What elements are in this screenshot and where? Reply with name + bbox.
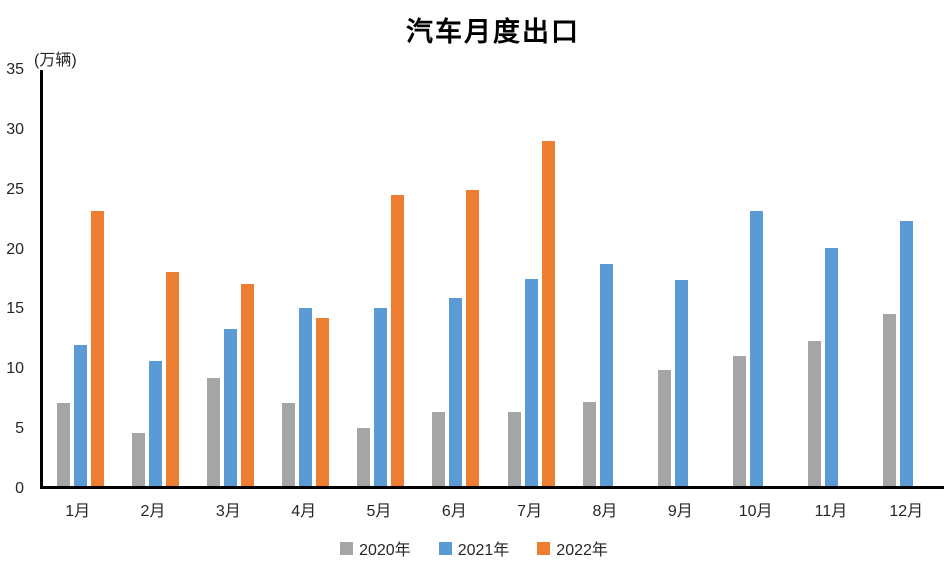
- legend-item-2021年: 2021年: [438, 536, 510, 560]
- bar-2020年-5月: [357, 427, 371, 486]
- bar-2021年-2月: [149, 361, 163, 486]
- x-axis-label-2月: 2月: [140, 503, 166, 520]
- bar-2020年-10月: [732, 356, 746, 486]
- bar-2021年-12月: [899, 220, 913, 486]
- bar-2020年-8月: [582, 401, 596, 486]
- legend-label: 2021年: [457, 542, 510, 559]
- bar-group-11月: [794, 70, 869, 486]
- bar-group-1月: [43, 70, 118, 486]
- legend-swatch-icon: [340, 541, 354, 555]
- bar-2022年-3月: [241, 283, 255, 486]
- bar-2022年-5月: [391, 194, 405, 486]
- y-axis-unit-label: (万辆): [34, 52, 77, 69]
- bar-2020年-6月: [432, 412, 446, 486]
- x-axis-label-11月: 11月: [814, 503, 848, 520]
- bar-group-3月: [193, 70, 268, 486]
- bar-group-4月: [268, 70, 343, 486]
- bar-2020年-1月: [57, 402, 71, 486]
- legend-item-2020年: 2020年: [340, 536, 411, 560]
- bar-group-5月: [343, 70, 418, 486]
- bar-group-9月: [644, 70, 719, 486]
- x-axis-label-5月: 5月: [366, 503, 392, 520]
- legend-swatch-icon: [537, 541, 551, 555]
- y-axis-tick-label: 30: [6, 120, 24, 138]
- bar-2021年-7月: [524, 279, 538, 486]
- x-axis-label-9月: 9月: [667, 503, 693, 520]
- y-axis-tick-label: 35: [6, 61, 24, 78]
- legend-label: 2020年: [359, 542, 411, 559]
- bar-group-10月: [719, 70, 794, 486]
- bar-2022年-1月: [91, 211, 105, 486]
- legend-label: 2022年: [556, 542, 608, 559]
- x-axis-label-8月: 8月: [592, 503, 618, 520]
- x-axis-label-3月: 3月: [215, 503, 241, 520]
- legend: 2020年 2021年 2022年: [0, 536, 948, 560]
- x-axis-label-10月: 10月: [738, 503, 773, 520]
- bar-2022年-2月: [166, 272, 180, 486]
- bar-2021年-3月: [224, 329, 238, 486]
- x-axis-label-1月: 1月: [65, 503, 91, 520]
- bar-group-2月: [118, 70, 193, 486]
- y-axis: 0 5 10 15 20 25 30 35: [0, 61, 32, 497]
- bar-2021年-5月: [374, 307, 388, 486]
- legend-swatch-icon: [438, 541, 452, 555]
- y-axis-tick-label: 0: [15, 480, 24, 497]
- bar-2020年-12月: [882, 313, 896, 486]
- bar-2021年-10月: [749, 211, 763, 486]
- y-axis-tick-label: 15: [6, 300, 24, 318]
- bar-2021年-9月: [674, 280, 688, 486]
- y-axis-tick-label: 10: [6, 360, 24, 378]
- x-axis-label-7月: 7月: [517, 503, 543, 520]
- y-axis-tick-label: 20: [6, 240, 24, 258]
- legend-item-2022年: 2022年: [537, 536, 608, 560]
- bar-2021年-11月: [824, 248, 838, 486]
- bar-group-7月: [493, 70, 568, 486]
- bar-2020年-11月: [807, 341, 821, 486]
- bar-group-6月: [418, 70, 493, 486]
- bar-2020年-2月: [132, 432, 146, 486]
- bar-2021年-6月: [449, 298, 463, 486]
- bar-2020年-3月: [207, 377, 221, 486]
- bar-2021年-4月: [299, 307, 313, 486]
- x-axis-label-12月: 12月: [889, 503, 924, 520]
- x-axis-label-4月: 4月: [291, 503, 317, 520]
- bar-2022年-6月: [466, 190, 480, 486]
- chart-title: 汽车月度出口: [406, 17, 580, 47]
- bar-2022年-4月: [316, 318, 330, 486]
- y-axis-tick-label: 25: [6, 180, 24, 198]
- bar-2022年-7月: [541, 141, 555, 486]
- plot-area: [40, 70, 944, 489]
- bar-group-8月: [569, 70, 644, 486]
- bar-2021年-8月: [599, 263, 613, 486]
- bar-2020年-4月: [282, 402, 296, 486]
- x-axis-label-6月: 6月: [441, 503, 467, 520]
- bar-2020年-7月: [507, 412, 521, 486]
- bar-2020年-9月: [657, 369, 671, 486]
- y-axis-tick-label: 5: [15, 420, 24, 438]
- bar-group-12月: [869, 70, 944, 486]
- x-axis-labels: 1月 2月 3月 4月 5月 6月 7月 8月 9月 10月 11月 12月: [40, 497, 944, 521]
- bar-2021年-1月: [74, 344, 88, 486]
